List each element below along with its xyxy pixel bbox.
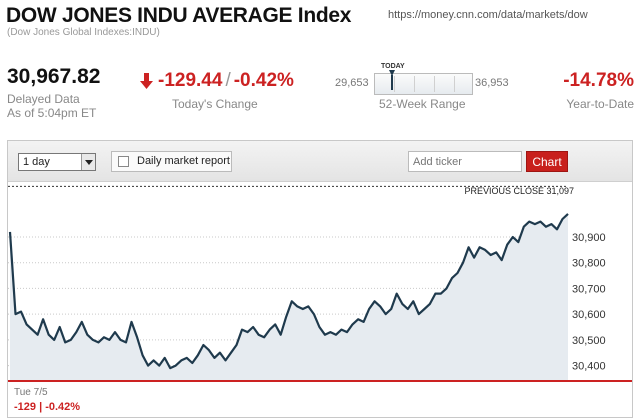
- range-today-label: TODAY: [381, 63, 405, 70]
- checkbox-icon[interactable]: [118, 156, 129, 167]
- range-marker-icon: [388, 70, 395, 90]
- previous-close-label: PREVIOUS CLOSE 31,097: [464, 186, 574, 196]
- last-price: 30,967.82: [7, 65, 101, 88]
- daily-report-label: Daily market report: [137, 155, 230, 167]
- page-subtitle: (Dow Jones Global Indexes:INDU): [7, 27, 160, 38]
- y-tick-label: 30,600: [572, 309, 606, 321]
- daily-report-button[interactable]: Daily market report: [111, 151, 232, 172]
- delayed-line-2: As of 5:04pm ET: [7, 106, 97, 120]
- y-tick-label: 30,900: [572, 232, 606, 244]
- y-tick-label: 30,500: [572, 335, 606, 347]
- chart-button[interactable]: Chart: [526, 151, 568, 172]
- delayed-data-note: Delayed Data As of 5:04pm ET: [7, 92, 96, 120]
- change-percent: -0.42%: [233, 70, 294, 91]
- ytd-label: Year-to-Date: [566, 97, 634, 111]
- y-tick-label: 30,800: [572, 258, 606, 270]
- todays-change-value: -129.44/-0.42%: [158, 70, 294, 92]
- page-url[interactable]: https://money.cnn.com/data/markets/dow: [388, 9, 588, 21]
- intraday-chart[interactable]: 30,900 30,800 30,700 30,600 30,500 30,400: [8, 183, 632, 417]
- change-separator: /: [225, 70, 231, 91]
- chart-series-line: [8, 213, 569, 370]
- change-points: -129.44: [158, 70, 223, 91]
- range-label: 52-Week Range: [379, 97, 466, 111]
- range-low: 29,653: [335, 77, 369, 89]
- week52-range-bar: [374, 73, 473, 95]
- chart-toolbar: 1 day Daily market report Chart: [8, 141, 632, 182]
- chart-date-label: Tue 7/5: [14, 387, 48, 398]
- add-ticker-input[interactable]: [408, 151, 522, 172]
- chart-day-change: -129 | -0.42%: [14, 401, 81, 413]
- chart-panel: 1 day Daily market report Chart 30,90030…: [7, 140, 633, 418]
- down-arrow-icon: [140, 73, 153, 89]
- period-select[interactable]: 1 day: [18, 153, 96, 171]
- chevron-down-icon[interactable]: [81, 154, 95, 170]
- page-title: DOW JONES INDU AVERAGE Index: [6, 4, 352, 27]
- y-tick-label: 30,400: [572, 361, 606, 373]
- ytd-value: -14.78%: [563, 70, 634, 91]
- y-tick-label: 30,700: [572, 283, 606, 295]
- period-select-value: 1 day: [23, 156, 50, 168]
- todays-change-label: Today's Change: [172, 97, 258, 111]
- chart-area-fill: [10, 213, 568, 381]
- range-high: 36,953: [475, 77, 509, 89]
- delayed-line-1: Delayed Data: [7, 92, 80, 106]
